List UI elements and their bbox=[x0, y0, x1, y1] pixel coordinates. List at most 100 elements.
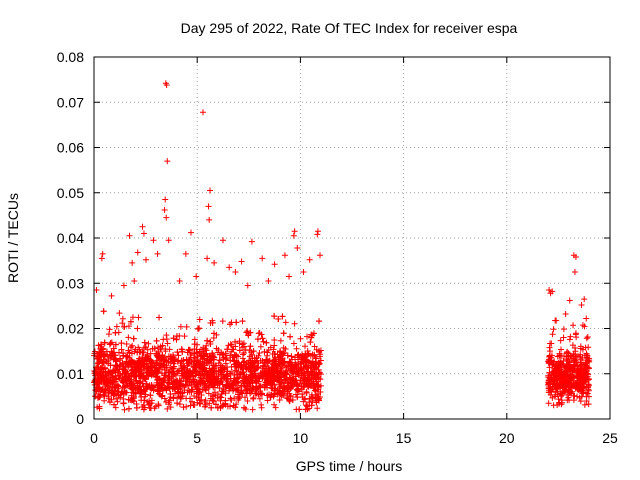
scatter-point bbox=[113, 323, 120, 330]
scatter-point bbox=[297, 377, 304, 384]
scatter-point bbox=[195, 386, 202, 393]
scatter-point bbox=[550, 326, 557, 333]
scatter-point bbox=[118, 340, 125, 347]
scatter-point bbox=[303, 389, 310, 396]
scatter-point bbox=[558, 381, 565, 388]
scatter-point bbox=[154, 250, 161, 257]
scatter-point bbox=[288, 384, 295, 391]
scatter-point bbox=[311, 372, 318, 379]
scatter-point bbox=[120, 350, 127, 357]
scatter-point bbox=[577, 351, 584, 358]
scatter-point bbox=[210, 398, 217, 405]
scatter-point bbox=[311, 372, 318, 379]
scatter-point bbox=[203, 382, 210, 389]
scatter-point bbox=[300, 268, 307, 275]
scatter-point bbox=[190, 401, 197, 408]
scatter-point bbox=[275, 315, 282, 322]
scatter-point bbox=[573, 334, 580, 341]
scatter-point bbox=[244, 397, 251, 404]
scatter-point bbox=[125, 347, 132, 354]
scatter-point bbox=[215, 372, 222, 379]
scatter-point bbox=[287, 393, 294, 400]
scatter-point bbox=[583, 350, 590, 357]
scatter-point bbox=[298, 372, 305, 379]
scatter-point bbox=[220, 355, 227, 362]
scatter-point bbox=[207, 338, 214, 345]
scatter-point bbox=[117, 355, 124, 362]
scatter-point bbox=[178, 364, 185, 371]
scatter-point bbox=[270, 357, 277, 364]
scatter-point bbox=[247, 365, 254, 372]
scatter-point bbox=[284, 379, 291, 386]
scatter-point bbox=[577, 345, 584, 352]
scatter-point bbox=[560, 385, 567, 392]
scatter-point bbox=[252, 390, 259, 397]
scatter-point bbox=[245, 331, 252, 338]
scatter-point bbox=[560, 326, 567, 333]
scatter-point bbox=[294, 382, 301, 389]
scatter-point bbox=[286, 273, 293, 280]
scatter-point bbox=[562, 376, 569, 383]
scatter-point bbox=[129, 382, 136, 389]
scatter-point bbox=[94, 372, 101, 379]
scatter-point bbox=[569, 372, 576, 379]
scatter-point bbox=[176, 401, 183, 408]
scatter-point bbox=[303, 381, 310, 388]
scatter-point bbox=[190, 377, 197, 384]
scatter-point bbox=[143, 380, 150, 387]
scatter-point bbox=[136, 366, 143, 373]
scatter-point bbox=[205, 203, 212, 210]
scatter-point bbox=[171, 370, 178, 377]
scatter-point bbox=[171, 355, 178, 362]
scatter-point bbox=[566, 389, 573, 396]
scatter-point bbox=[99, 363, 106, 370]
scatter-point bbox=[155, 401, 162, 408]
scatter-point bbox=[581, 383, 588, 390]
x-tick-label: 0 bbox=[90, 430, 98, 446]
scatter-point bbox=[566, 297, 573, 304]
scatter-point bbox=[116, 310, 123, 317]
x-axis-label: GPS time / hours bbox=[296, 458, 403, 474]
scatter-point bbox=[195, 371, 202, 378]
scatter-point bbox=[271, 336, 278, 343]
scatter-point bbox=[236, 395, 243, 402]
chart-title: Day 295 of 2022, Rate Of TEC Index for r… bbox=[181, 20, 518, 36]
scatter-point bbox=[179, 393, 186, 400]
scatter-point bbox=[582, 344, 589, 351]
scatter-point bbox=[143, 256, 150, 263]
scatter-point bbox=[141, 391, 148, 398]
scatter-point bbox=[112, 329, 119, 336]
scatter-point bbox=[132, 346, 139, 353]
scatter-point bbox=[289, 368, 296, 375]
scatter-point bbox=[98, 341, 105, 348]
scatter-point bbox=[143, 365, 150, 372]
scatter-point bbox=[200, 362, 207, 369]
scatter-point bbox=[140, 372, 147, 379]
scatter-point bbox=[116, 349, 123, 356]
scatter-point bbox=[570, 322, 577, 329]
scatter-point bbox=[194, 325, 201, 332]
y-tick-label: 0.03 bbox=[57, 275, 84, 291]
scatter-point bbox=[116, 375, 123, 382]
scatter-point bbox=[156, 390, 163, 397]
scatter-point bbox=[262, 375, 269, 382]
scatter-point bbox=[112, 341, 119, 348]
y-tick-label: 0.05 bbox=[57, 185, 84, 201]
scatter-point bbox=[255, 364, 262, 371]
scatter-point bbox=[203, 350, 210, 357]
scatter-point bbox=[232, 338, 239, 345]
scatter-point bbox=[106, 399, 113, 406]
scatter-point bbox=[149, 384, 156, 391]
scatter-point bbox=[101, 339, 108, 346]
scatter-point bbox=[111, 374, 118, 381]
scatter-point bbox=[156, 377, 163, 384]
y-tick-label: 0.01 bbox=[57, 366, 84, 382]
scatter-point bbox=[239, 318, 246, 325]
scatter-point bbox=[577, 359, 584, 366]
scatter-point bbox=[248, 238, 255, 245]
scatter-point bbox=[221, 374, 228, 381]
scatter-point bbox=[122, 367, 129, 374]
scatter-point bbox=[290, 232, 297, 239]
